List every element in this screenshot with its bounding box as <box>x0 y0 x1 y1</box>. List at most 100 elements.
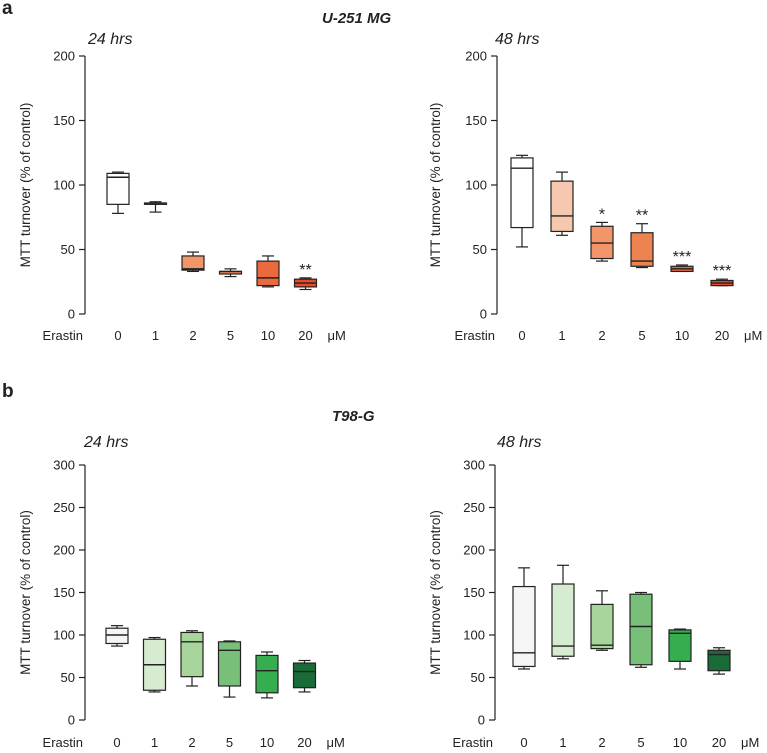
x-axis-unit-label: μM <box>328 328 346 343</box>
box-2: 2 <box>590 590 614 750</box>
x-tick-label: 1 <box>558 328 565 343</box>
x-axis-prefix-label: Erastin <box>453 735 493 750</box>
panel-b-cell-line-title: T98-G <box>332 408 375 425</box>
x-tick-label: 2 <box>598 328 605 343</box>
x-tick-label: 5 <box>638 328 645 343</box>
x-tick-label: 1 <box>559 735 566 750</box>
box-5: 5 <box>217 640 242 750</box>
y-tick-label: 0 <box>68 713 75 728</box>
x-tick-label: 2 <box>188 735 195 750</box>
chart-timepoint-title: 24 hrs <box>87 31 132 48</box>
panel-b-letter: b <box>2 381 14 402</box>
x-tick-label: 20 <box>712 735 726 750</box>
y-tick-label: 100 <box>53 628 75 643</box>
y-tick-label: 150 <box>463 585 485 600</box>
x-axis-prefix-label: Erastin <box>455 328 495 343</box>
y-tick-label: 250 <box>53 500 75 515</box>
x-tick-label: 0 <box>114 328 121 343</box>
iqr-box <box>217 641 242 687</box>
y-tick-label: 50 <box>471 670 485 685</box>
y-axis-label: MTT turnover (% of control) <box>18 103 33 268</box>
box-1: 1 <box>551 564 575 750</box>
panel-a-cell-line-title: U-251 MG <box>322 10 392 27</box>
x-tick-label: 20 <box>297 735 311 750</box>
box-2: 2 <box>180 630 204 750</box>
iqr-box <box>668 629 692 662</box>
x-tick-label: 0 <box>518 328 525 343</box>
chart-timepoint-title: 48 hrs <box>497 434 541 451</box>
iqr-box <box>106 172 130 205</box>
box-20: 20 *** <box>710 263 734 343</box>
box-20: 20 ** <box>293 262 318 343</box>
y-tick-label: 250 <box>463 500 485 515</box>
iqr-box <box>105 627 129 645</box>
y-tick-label: 0 <box>68 307 75 322</box>
x-tick-label: 10 <box>261 328 275 343</box>
x-tick-label: 20 <box>715 328 729 343</box>
x-tick-label: 5 <box>637 735 644 750</box>
y-axis-label: MTT turnover (% of control) <box>428 103 443 268</box>
x-tick-label: 0 <box>113 735 120 750</box>
box-10: 10 <box>255 651 279 750</box>
chart-timepoint-title: 48 hrs <box>495 31 539 48</box>
box-0: 0 <box>512 567 536 750</box>
x-axis-unit-label: μM <box>741 735 759 750</box>
y-tick-label: 100 <box>463 628 485 643</box>
y-tick-label: 100 <box>465 178 487 193</box>
iqr-box <box>707 649 731 672</box>
iqr-box <box>256 260 280 287</box>
y-tick-label: 50 <box>61 242 75 257</box>
significance-label: * <box>599 206 605 223</box>
iqr-box <box>629 593 653 666</box>
box-1: 1 <box>142 636 167 750</box>
significance-label: ** <box>299 262 311 279</box>
y-tick-label: 200 <box>53 543 75 558</box>
y-tick-label: 100 <box>53 178 75 193</box>
iqr-box <box>180 631 204 678</box>
iqr-box <box>292 662 317 689</box>
panel-a-letter: a <box>2 0 13 19</box>
y-tick-label: 200 <box>465 49 487 64</box>
box-1: 1 <box>550 171 574 343</box>
iqr-box <box>512 585 536 668</box>
x-tick-label: 2 <box>189 328 196 343</box>
significance-label: ** <box>636 208 648 225</box>
x-tick-label: 5 <box>227 328 234 343</box>
box-2: 2* <box>590 206 614 343</box>
x-tick-label: 0 <box>520 735 527 750</box>
x-tick-label: 1 <box>152 328 159 343</box>
box-10: 10 <box>668 628 692 750</box>
y-tick-label: 50 <box>473 242 487 257</box>
iqr-box <box>550 180 574 233</box>
box-20: 20 <box>292 659 317 750</box>
y-axis-label: MTT turnover (% of control) <box>428 510 443 675</box>
iqr-box <box>630 232 654 267</box>
x-axis-prefix-label: Erastin <box>43 328 83 343</box>
box-0: 0 <box>105 625 129 750</box>
box-1: 1 <box>143 201 168 343</box>
y-tick-label: 0 <box>480 307 487 322</box>
y-tick-label: 150 <box>465 113 487 128</box>
iqr-box <box>510 157 534 229</box>
box-0: 0 <box>106 171 130 343</box>
box-10: 10 *** <box>670 249 694 343</box>
x-tick-label: 2 <box>598 735 605 750</box>
x-tick-label: 5 <box>226 735 233 750</box>
box-5: 5 <box>629 591 653 750</box>
significance-label: *** <box>713 263 732 280</box>
x-tick-label: 10 <box>675 328 689 343</box>
x-tick-label: 10 <box>260 735 274 750</box>
y-axis-label: MTT turnover (% of control) <box>18 510 33 675</box>
box-5: 5 ** <box>630 208 654 343</box>
box-2: 2 <box>181 251 205 343</box>
y-tick-label: 200 <box>53 49 75 64</box>
box-5: 5 <box>218 268 243 343</box>
x-tick-label: 20 <box>298 328 312 343</box>
iqr-box <box>551 583 575 657</box>
x-axis-unit-label: μM <box>327 735 345 750</box>
x-axis-prefix-label: Erastin <box>43 735 83 750</box>
